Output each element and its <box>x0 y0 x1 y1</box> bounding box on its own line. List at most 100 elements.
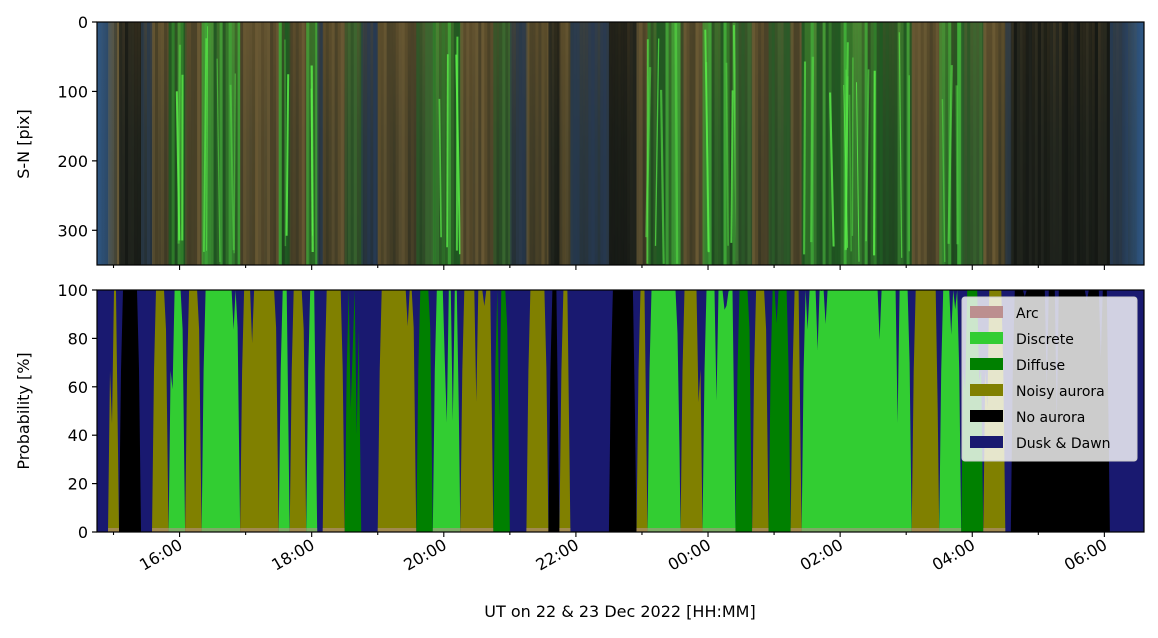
keogram-stripe <box>505 22 509 265</box>
keogram-stripe <box>134 22 138 265</box>
keogram-aurora-streak <box>856 82 860 262</box>
probability-arc-sliver <box>460 528 494 532</box>
keogram-stripe <box>846 22 850 265</box>
keogram-stripe <box>252 22 256 265</box>
keogram-stripe <box>620 22 625 265</box>
probability-arc-sliver <box>939 528 962 532</box>
keogram-aurora-streak <box>941 99 946 263</box>
keogram-stripe <box>377 22 381 265</box>
probability-arc-sliver <box>306 528 318 532</box>
keogram-stripe <box>900 22 904 265</box>
keogram-stripe <box>469 22 473 265</box>
keogram-stripe <box>551 22 555 265</box>
keogram-y-tick-label: 200 <box>57 152 88 171</box>
keogram-stripe <box>466 22 470 265</box>
probability-area-segment <box>168 290 186 532</box>
keogram-stripe <box>1076 22 1080 265</box>
keogram-stripe <box>295 22 299 265</box>
keogram-stripe <box>626 22 631 265</box>
probability-area-segment <box>344 290 362 532</box>
x-axis-label: UT on 22 & 23 Dec 2022 [HH:MM] <box>484 602 755 621</box>
keogram-stripe <box>171 22 175 265</box>
keogram-stripe <box>258 22 262 265</box>
keogram-stripe <box>463 22 467 265</box>
keogram-stripe <box>926 22 930 265</box>
keogram-stripe <box>407 22 411 265</box>
keogram-stripe <box>799 22 803 265</box>
keogram-stripe <box>373 22 377 265</box>
keogram-stripe <box>761 22 765 265</box>
keogram-stripe <box>876 22 880 265</box>
keogram-stripe <box>228 22 232 265</box>
probability-arc-sliver <box>911 528 940 532</box>
keogram-stripe <box>662 22 666 265</box>
keogram-stripe <box>738 22 742 265</box>
keogram-stripe <box>774 22 778 265</box>
keogram-stripe <box>201 22 205 265</box>
keogram-stripe <box>973 22 977 265</box>
probability-area-segment <box>240 290 279 532</box>
keogram-stripe <box>1031 22 1035 265</box>
keogram-stripe <box>194 22 198 265</box>
keogram-stripe <box>903 22 907 265</box>
probability-area-segment <box>559 290 571 532</box>
keogram-frame <box>96 21 1145 266</box>
probability-areas <box>108 290 1110 532</box>
keogram-stripe <box>152 22 156 265</box>
probability-area-segment <box>201 290 241 532</box>
keogram-stripe <box>976 22 980 265</box>
keogram-stripe <box>647 22 651 265</box>
probability-y-label: Probability [%] <box>14 352 33 469</box>
x-tick-label: 20:00 <box>400 535 449 575</box>
keogram-stripe <box>894 22 898 265</box>
keogram-stripe <box>441 22 445 265</box>
probability-panel: 0 20 40 60 80 100 16:00 18:00 20:00 22:00 00:00 02… <box>14 281 1145 621</box>
keogram-stripe <box>150 22 154 265</box>
keogram-stripe <box>909 22 913 265</box>
legend-label: Diffuse <box>1016 358 1065 374</box>
keogram-aurora-streak <box>955 85 959 245</box>
keogram-stripe <box>515 22 520 265</box>
keogram-stripe <box>1097 22 1101 265</box>
keogram-y-label: S-N [pix] <box>14 109 33 179</box>
keogram-stripe <box>219 22 223 265</box>
keogram-stripe <box>1112 22 1117 265</box>
keogram-stripe <box>632 22 637 265</box>
keogram-stripe <box>917 22 921 265</box>
keogram-stripe <box>793 22 797 265</box>
keogram-stripe <box>460 22 464 265</box>
keogram-aurora-streak <box>725 62 729 246</box>
probability-arc-sliver <box>790 528 802 532</box>
keogram-stripe <box>720 22 724 265</box>
keogram-stripe <box>161 22 165 265</box>
keogram-stripe <box>521 22 526 265</box>
probability-arc-sliver <box>983 528 1006 532</box>
keogram-stripe <box>499 22 503 265</box>
keogram-stripe <box>207 22 211 265</box>
keogram-stripe <box>582 22 586 265</box>
keogram-stripe <box>481 22 485 265</box>
keogram-stripe <box>131 22 135 265</box>
legend-swatch <box>970 358 1003 370</box>
keogram-stripe <box>790 22 794 265</box>
keogram-stripe <box>1037 22 1041 265</box>
probability-y-tick-label: 80 <box>68 329 88 348</box>
keogram-stripe <box>911 22 915 265</box>
keogram-stripe <box>1100 22 1104 265</box>
keogram-aurora-streak <box>730 90 734 243</box>
keogram-stripe <box>444 22 448 265</box>
keogram-stripe <box>639 22 643 265</box>
keogram-stripe <box>350 22 354 265</box>
keogram-stripe <box>344 22 348 265</box>
keogram-stripe <box>732 22 736 265</box>
keogram-stripe <box>538 22 542 265</box>
keogram-stripe <box>317 22 321 265</box>
keogram-stripe <box>764 22 768 265</box>
keogram-stripe <box>780 22 784 265</box>
keogram-stripe <box>1115 22 1120 265</box>
keogram-stripe <box>755 22 759 265</box>
keogram-stripe <box>617 22 622 265</box>
keogram-stripe <box>642 22 646 265</box>
probability-area-segment <box>119 290 142 532</box>
